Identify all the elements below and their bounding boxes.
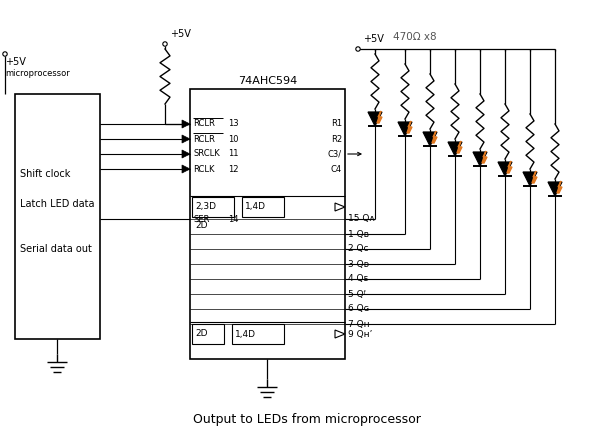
- Text: 12: 12: [228, 164, 238, 174]
- Polygon shape: [548, 182, 562, 196]
- Polygon shape: [182, 150, 190, 158]
- Text: SER: SER: [193, 214, 209, 224]
- Text: RCLK: RCLK: [193, 164, 214, 174]
- Text: +5V: +5V: [5, 57, 26, 67]
- Bar: [15, 94, 100, 339]
- Text: 9 Qʜ’: 9 Qʜ’: [348, 329, 372, 339]
- Text: Output to LEDs from microprocessor: Output to LEDs from microprocessor: [193, 412, 421, 425]
- Text: Latch LED data: Latch LED data: [20, 199, 95, 209]
- Polygon shape: [182, 165, 190, 173]
- Polygon shape: [498, 162, 512, 176]
- Text: +5V: +5V: [363, 34, 384, 44]
- Polygon shape: [557, 181, 562, 193]
- Circle shape: [356, 47, 360, 51]
- Bar: [232, 324, 284, 344]
- Bar: [192, 197, 234, 217]
- Polygon shape: [473, 152, 487, 166]
- Text: microprocessor: microprocessor: [5, 69, 70, 79]
- Text: RCLR: RCLR: [193, 119, 215, 128]
- Circle shape: [3, 52, 7, 56]
- Text: 3 Qᴅ: 3 Qᴅ: [348, 260, 369, 269]
- Text: 15 Qᴀ: 15 Qᴀ: [348, 214, 375, 224]
- Text: 2,3D: 2,3D: [195, 203, 216, 211]
- Text: 2D: 2D: [195, 220, 208, 230]
- Polygon shape: [457, 141, 462, 153]
- Text: 11: 11: [228, 149, 238, 158]
- Polygon shape: [377, 111, 382, 123]
- Circle shape: [163, 42, 167, 46]
- Text: 10: 10: [228, 135, 238, 144]
- Text: 1 Qʙ: 1 Qʙ: [348, 230, 369, 239]
- Text: R1: R1: [331, 119, 342, 128]
- Polygon shape: [182, 120, 190, 128]
- Text: 2 Qᴄ: 2 Qᴄ: [348, 244, 368, 253]
- Text: 13: 13: [228, 119, 239, 128]
- Text: Shift clock: Shift clock: [20, 169, 71, 179]
- Text: RCLR: RCLR: [193, 135, 215, 144]
- Polygon shape: [368, 112, 382, 126]
- Bar: [190, 89, 345, 359]
- Text: R2: R2: [331, 135, 342, 144]
- Text: C3/: C3/: [328, 149, 342, 158]
- Bar: [242, 197, 284, 217]
- Text: 7 Qʜ: 7 Qʜ: [348, 319, 370, 329]
- Polygon shape: [398, 122, 412, 136]
- Polygon shape: [335, 203, 345, 211]
- Text: +5V: +5V: [170, 29, 191, 39]
- Polygon shape: [335, 330, 345, 338]
- Polygon shape: [532, 171, 537, 183]
- Polygon shape: [407, 121, 412, 133]
- Text: 1,4D: 1,4D: [235, 329, 256, 339]
- Polygon shape: [423, 132, 437, 146]
- Text: 2D: 2D: [195, 329, 208, 339]
- Text: 74AHC594: 74AHC594: [238, 76, 297, 86]
- Polygon shape: [507, 161, 512, 173]
- Bar: [192, 324, 224, 344]
- Polygon shape: [523, 172, 537, 186]
- Text: 14: 14: [228, 214, 238, 224]
- Text: 6 Qɢ: 6 Qɢ: [348, 305, 370, 313]
- Polygon shape: [432, 131, 437, 143]
- Text: C4: C4: [331, 164, 342, 174]
- Text: 5 Qᶠ: 5 Qᶠ: [348, 289, 367, 299]
- Polygon shape: [182, 135, 190, 143]
- Text: 4 Qᴇ: 4 Qᴇ: [348, 274, 368, 283]
- Text: 470Ω x8: 470Ω x8: [393, 32, 437, 42]
- Polygon shape: [448, 142, 462, 156]
- Polygon shape: [482, 151, 487, 163]
- Text: SRCLK: SRCLK: [193, 149, 220, 158]
- Text: Serial data out: Serial data out: [20, 244, 92, 254]
- Text: 1,4D: 1,4D: [245, 203, 266, 211]
